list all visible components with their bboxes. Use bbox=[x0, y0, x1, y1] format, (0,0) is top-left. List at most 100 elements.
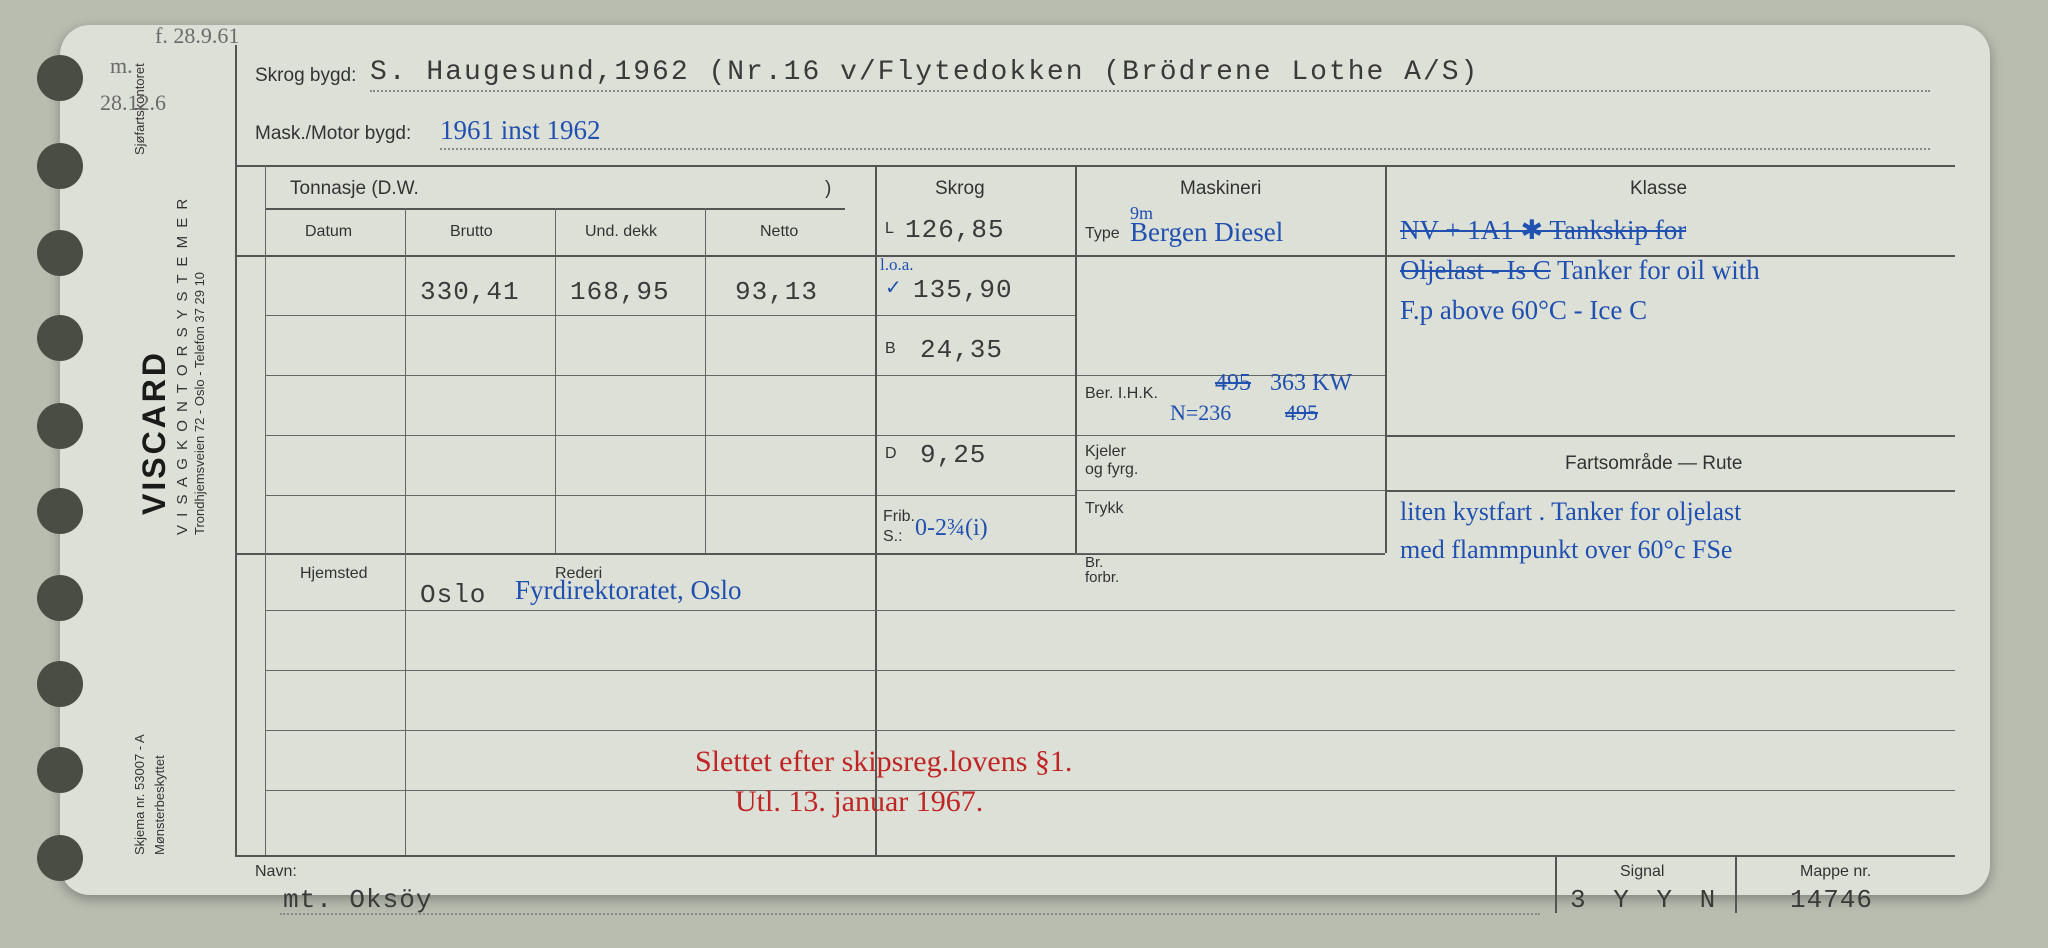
margin-skjema: Skjema nr. 53007 - A bbox=[132, 734, 147, 855]
rule bbox=[705, 208, 706, 553]
loa-tick: ✓ bbox=[885, 275, 902, 300]
punch-hole bbox=[37, 143, 83, 189]
rule bbox=[265, 165, 266, 553]
rule bbox=[265, 790, 1955, 791]
rule bbox=[265, 730, 1955, 731]
viscard-logo: VISCARD bbox=[136, 350, 173, 515]
rule bbox=[235, 855, 1955, 857]
val-type: Bergen Diesel bbox=[1130, 217, 1283, 248]
label-kjeler: Kjeler og fyrg. bbox=[1085, 443, 1138, 478]
hdr-maskineri: Maskineri bbox=[1180, 178, 1261, 200]
rule bbox=[265, 553, 266, 855]
label-frib: Frib. bbox=[883, 508, 915, 526]
rule bbox=[1385, 490, 1955, 492]
punch-hole bbox=[37, 575, 83, 621]
klasse-3: F.p above 60°C - Ice C bbox=[1400, 295, 1647, 326]
hdr-tonnasje: Tonnasje (D.W. bbox=[290, 178, 419, 200]
label-L: L bbox=[885, 220, 894, 238]
klasse-1: NV + 1A1 ✱ Tankskip for bbox=[1400, 215, 1686, 246]
card-content: Skrog bygd: S. Haugesund,1962 (Nr.16 v/F… bbox=[235, 45, 1965, 875]
val-hjemsted: Oslo bbox=[420, 580, 486, 610]
hdr-unddekk: Und. dekk bbox=[585, 223, 657, 241]
label-navn: Navn: bbox=[255, 863, 297, 881]
dotted-rule bbox=[370, 90, 1930, 92]
rule bbox=[1075, 490, 1385, 491]
label-hjemsted: Hjemsted bbox=[300, 565, 368, 583]
red-note-2: Utl. 13. januar 1967. bbox=[735, 785, 983, 819]
label-mappe: Mappe nr. bbox=[1800, 863, 1871, 881]
rule bbox=[1385, 435, 1955, 437]
val-navn: mt. Oksöy bbox=[283, 885, 432, 915]
rule bbox=[405, 553, 406, 855]
klasse-2: Oljelast - Is C Tanker for oil with bbox=[1400, 255, 1760, 286]
punch-hole bbox=[37, 488, 83, 534]
val-unddekk: 168,95 bbox=[570, 277, 670, 307]
hdr-datum: Datum bbox=[305, 223, 352, 241]
val-rederi: Fyrdirektoratet, Oslo bbox=[515, 575, 741, 606]
index-card: Sjøfartskontoret VISCARD V I S A G K O N… bbox=[60, 25, 1990, 895]
rule bbox=[875, 435, 1075, 436]
hdr-tonnasje-close: ) bbox=[825, 178, 831, 200]
label-signal: Signal bbox=[1620, 863, 1664, 881]
rule bbox=[1075, 165, 1077, 553]
rule bbox=[1075, 553, 1385, 554]
label-B: B bbox=[885, 340, 896, 358]
rule bbox=[875, 495, 1075, 496]
label-ber: Ber. I.H.K. bbox=[1085, 385, 1158, 403]
value-skrog-bygd: S. Haugesund,1962 (Nr.16 v/Flytedokken (… bbox=[370, 57, 1479, 88]
klasse-2a: Oljelast - Is C bbox=[1400, 255, 1551, 285]
pencil-note-2: m. bbox=[110, 53, 133, 79]
pencil-note-1: f. 28.9.61 bbox=[155, 23, 239, 49]
rule bbox=[265, 375, 875, 376]
margin-addr: Trondhjemsveien 72 - Oslo - Telefon 37 2… bbox=[192, 272, 207, 535]
val-brutto: 330,41 bbox=[420, 277, 520, 307]
rule bbox=[265, 315, 875, 316]
val-frib: 0-2¾(i) bbox=[915, 515, 988, 542]
fart-1: liten kystfart . Tanker for oljelast bbox=[1400, 497, 1741, 527]
label-loa: l.o.a. bbox=[880, 255, 914, 275]
rule bbox=[265, 670, 1955, 671]
hdr-skrog: Skrog bbox=[935, 178, 985, 200]
rule bbox=[405, 208, 406, 553]
punch-hole bbox=[37, 747, 83, 793]
punch-hole bbox=[37, 835, 83, 881]
label-br: Br. forbr. bbox=[1085, 555, 1119, 585]
punch-hole bbox=[37, 315, 83, 361]
val-B: 24,35 bbox=[920, 335, 1003, 365]
rule bbox=[1075, 435, 1385, 436]
rule bbox=[875, 375, 1075, 376]
rule bbox=[1555, 855, 1557, 913]
hdr-brutto: Brutto bbox=[450, 223, 493, 241]
fart-2: med flammpunkt over 60°c FSe bbox=[1400, 535, 1732, 565]
val-L: 126,85 bbox=[905, 215, 1005, 245]
val-ber-1a: 495 bbox=[1215, 370, 1251, 397]
klasse-1-text: NV + 1A1 ✱ Tankskip for bbox=[1400, 215, 1686, 245]
val-ber-2a: N=236 bbox=[1170, 400, 1231, 426]
rule bbox=[1385, 165, 1387, 553]
val-ber-2b: 495 bbox=[1285, 400, 1318, 426]
pencil-note-3: 28.12.6 bbox=[100, 90, 166, 116]
punch-hole bbox=[37, 55, 83, 101]
punch-hole bbox=[37, 661, 83, 707]
label-fart: Fartsområde — Rute bbox=[1565, 453, 1742, 475]
label-frib-s: S.: bbox=[883, 528, 903, 546]
rule bbox=[235, 165, 1955, 167]
val-mappe: 14746 bbox=[1790, 885, 1873, 915]
rule bbox=[875, 315, 1075, 316]
label-D: D bbox=[885, 445, 897, 463]
val-ber-1b: 363 KW bbox=[1270, 370, 1352, 397]
val-netto: 93,13 bbox=[735, 277, 818, 307]
margin-kontor: V I S A G K O N T O R S Y S T E M E R bbox=[174, 197, 191, 535]
punch-hole bbox=[37, 403, 83, 449]
margin-monster: Mønsterbeskyttet bbox=[152, 755, 167, 855]
punch-hole bbox=[37, 230, 83, 276]
hdr-netto: Netto bbox=[760, 223, 798, 241]
label-skrog-bygd: Skrog bygd: bbox=[255, 65, 356, 87]
hdr-klasse: Klasse bbox=[1630, 178, 1687, 200]
val-signal: 3 Y Y N bbox=[1570, 885, 1721, 915]
rule bbox=[265, 610, 875, 611]
klasse-2b: Tanker for oil with bbox=[1557, 255, 1760, 285]
rule bbox=[1735, 855, 1737, 913]
rule bbox=[555, 208, 556, 553]
val-D: 9,25 bbox=[920, 440, 986, 470]
